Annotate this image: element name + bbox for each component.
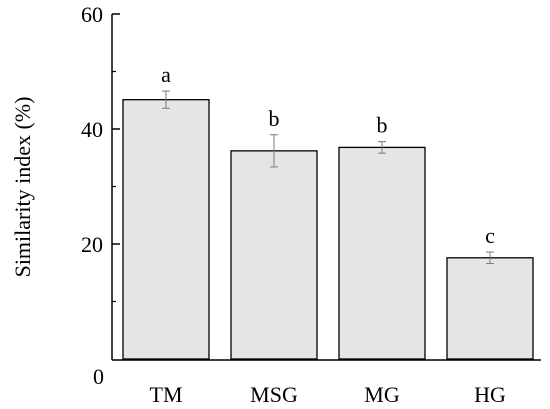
x-tick-label-hg: HG [474, 382, 506, 407]
y-tick-label-20: 20 [81, 232, 103, 257]
bar-tm [122, 99, 210, 360]
error-bar-msg [270, 134, 278, 168]
y-tick-label-60: 60 [81, 2, 103, 27]
y-tick-label-40: 40 [81, 117, 103, 142]
x-tick-label-msg: MSG [250, 382, 298, 407]
significance-letters: a b b c [161, 62, 495, 248]
significance-letter-mg: b [377, 113, 388, 138]
bars-layer [122, 99, 534, 360]
error-bar-mg [378, 141, 386, 154]
y-axis-label: Similarity index (%) [10, 97, 35, 278]
error-bar-hg [486, 251, 494, 265]
y-tick-label-0: 0 [93, 364, 104, 389]
significance-letter-hg: c [485, 223, 495, 248]
bar-hg [446, 257, 534, 360]
x-tick-labels: TM MSG MG HG [150, 382, 506, 407]
error-bars-layer [162, 90, 494, 265]
y-ticks: 0 20 40 60 [81, 2, 120, 389]
error-bar-tm [162, 90, 170, 109]
significance-letter-msg: b [269, 106, 280, 131]
x-tick-label-mg: MG [364, 382, 400, 407]
bar-mg [338, 146, 426, 360]
x-tick-label-tm: TM [150, 382, 183, 407]
significance-letter-tm: a [161, 62, 171, 87]
bar-msg [230, 150, 318, 360]
